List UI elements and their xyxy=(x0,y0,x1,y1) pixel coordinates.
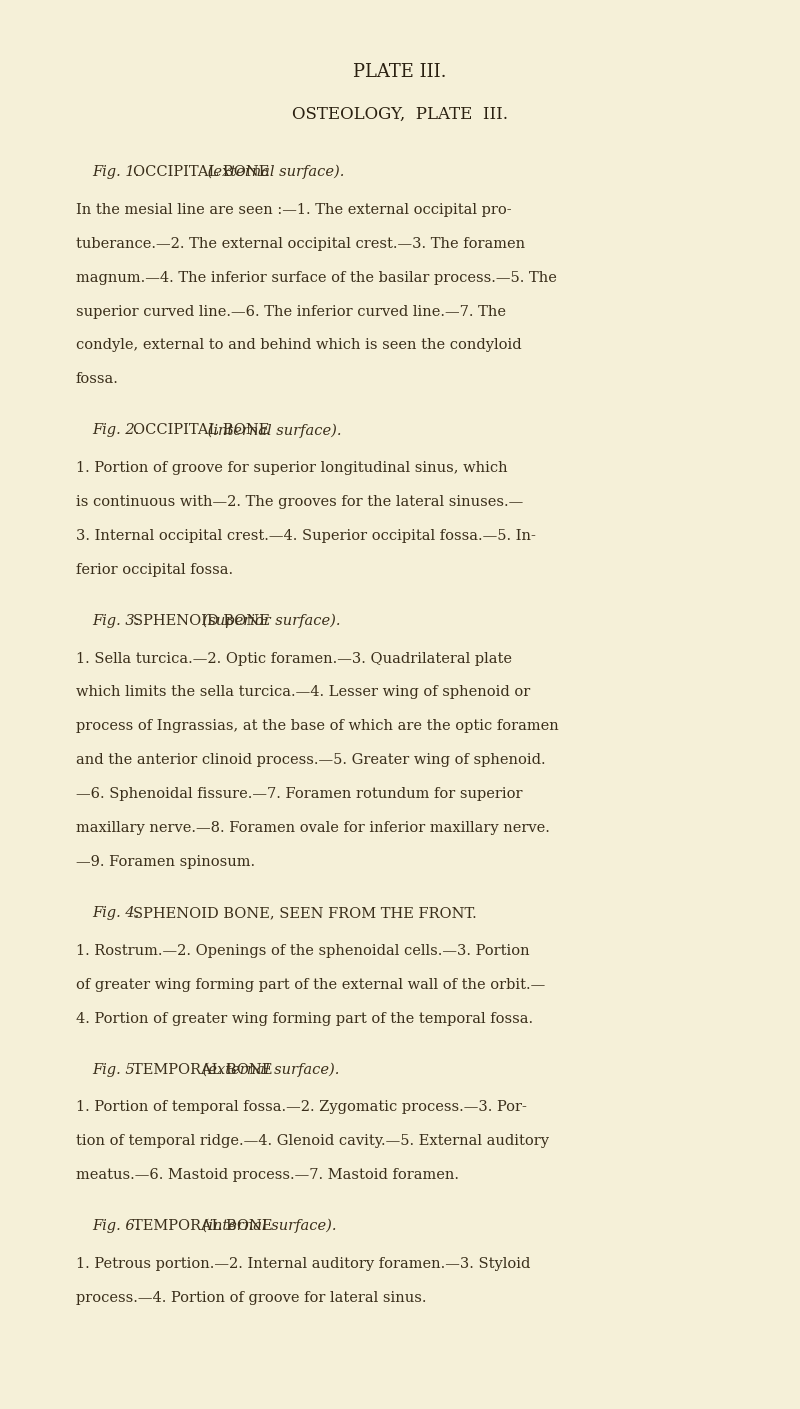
Text: —9. Foramen spinosum.: —9. Foramen spinosum. xyxy=(76,855,255,869)
Text: 4. Portion of greater wing forming part of the temporal fossa.: 4. Portion of greater wing forming part … xyxy=(76,1012,533,1026)
Text: 1. Rostrum.—2. Openings of the sphenoidal cells.—3. Portion: 1. Rostrum.—2. Openings of the sphenoida… xyxy=(76,944,530,958)
Text: process.—4. Portion of groove for lateral sinus.: process.—4. Portion of groove for latera… xyxy=(76,1291,426,1305)
Text: magnum.—4. The inferior surface of the basilar process.—5. The: magnum.—4. The inferior surface of the b… xyxy=(76,271,557,285)
Text: Fig. 5.: Fig. 5. xyxy=(92,1062,139,1076)
Text: 1. Portion of temporal fossa.—2. Zygomatic process.—3. Por-: 1. Portion of temporal fossa.—2. Zygomat… xyxy=(76,1100,527,1115)
Text: ferior occipital fossa.: ferior occipital fossa. xyxy=(76,562,233,576)
Text: of greater wing forming part of the external wall of the orbit.—: of greater wing forming part of the exte… xyxy=(76,978,546,992)
Text: (external surface).: (external surface). xyxy=(202,165,344,179)
Text: PLATE III.: PLATE III. xyxy=(354,63,446,82)
Text: SPHENOID BONE: SPHENOID BONE xyxy=(133,614,270,627)
Text: (superior surface).: (superior surface). xyxy=(198,614,340,628)
Text: meatus.—6. Mastoid process.—7. Mastoid foramen.: meatus.—6. Mastoid process.—7. Mastoid f… xyxy=(76,1168,459,1182)
Text: condyle, external to and behind which is seen the condyloid: condyle, external to and behind which is… xyxy=(76,338,522,352)
Text: (internal surface).: (internal surface). xyxy=(202,423,341,438)
Text: fossa.: fossa. xyxy=(76,372,119,386)
Text: OSTEOLOGY,  PLATE  III.: OSTEOLOGY, PLATE III. xyxy=(292,106,508,123)
Text: Fig. 4.: Fig. 4. xyxy=(92,906,139,920)
Text: 3. Internal occipital crest.—4. Superior occipital fossa.—5. In-: 3. Internal occipital crest.—4. Superior… xyxy=(76,528,536,542)
Text: OCCIPITAL BONE: OCCIPITAL BONE xyxy=(133,165,270,179)
Text: TEMPORAL BONE: TEMPORAL BONE xyxy=(133,1219,273,1233)
Text: (external surface).: (external surface). xyxy=(198,1062,339,1076)
Text: (internal surface).: (internal surface). xyxy=(198,1219,336,1233)
Text: and the anterior clinoid process.—5. Greater wing of sphenoid.: and the anterior clinoid process.—5. Gre… xyxy=(76,754,546,768)
Text: Fig. 6.: Fig. 6. xyxy=(92,1219,139,1233)
Text: maxillary nerve.—8. Foramen ovale for inferior maxillary nerve.: maxillary nerve.—8. Foramen ovale for in… xyxy=(76,821,550,836)
Text: TEMPORAL BONE: TEMPORAL BONE xyxy=(133,1062,273,1076)
Text: Fig. 3.: Fig. 3. xyxy=(92,614,139,627)
Text: process of Ingrassias, at the base of which are the optic foramen: process of Ingrassias, at the base of wh… xyxy=(76,720,558,734)
Text: which limits the sella turcica.—4. Lesser wing of sphenoid or: which limits the sella turcica.—4. Lesse… xyxy=(76,686,530,699)
Text: 1. Portion of groove for superior longitudinal sinus, which: 1. Portion of groove for superior longit… xyxy=(76,461,508,475)
Text: tuberance.—2. The external occipital crest.—3. The foramen: tuberance.—2. The external occipital cre… xyxy=(76,237,525,251)
Text: is continuous with—2. The grooves for the lateral sinuses.—: is continuous with—2. The grooves for th… xyxy=(76,495,523,509)
Text: Fig. 2.: Fig. 2. xyxy=(92,423,139,437)
Text: 1. Petrous portion.—2. Internal auditory foramen.—3. Styloid: 1. Petrous portion.—2. Internal auditory… xyxy=(76,1257,530,1271)
Text: 1. Sella turcica.—2. Optic foramen.—3. Quadrilateral plate: 1. Sella turcica.—2. Optic foramen.—3. Q… xyxy=(76,651,512,665)
Text: In the mesial line are seen :—1. The external occipital pro-: In the mesial line are seen :—1. The ext… xyxy=(76,203,512,217)
Text: Fig. 1.: Fig. 1. xyxy=(92,165,139,179)
Text: OCCIPITAL BONE: OCCIPITAL BONE xyxy=(133,423,270,437)
Text: —6. Sphenoidal fissure.—7. Foramen rotundum for superior: —6. Sphenoidal fissure.—7. Foramen rotun… xyxy=(76,788,522,802)
Text: SPHENOID BONE, SEEN FROM THE FRONT.: SPHENOID BONE, SEEN FROM THE FRONT. xyxy=(133,906,477,920)
Text: superior curved line.—6. The inferior curved line.—7. The: superior curved line.—6. The inferior cu… xyxy=(76,304,506,318)
Text: tion of temporal ridge.—4. Glenoid cavity.—5. External auditory: tion of temporal ridge.—4. Glenoid cavit… xyxy=(76,1134,549,1148)
